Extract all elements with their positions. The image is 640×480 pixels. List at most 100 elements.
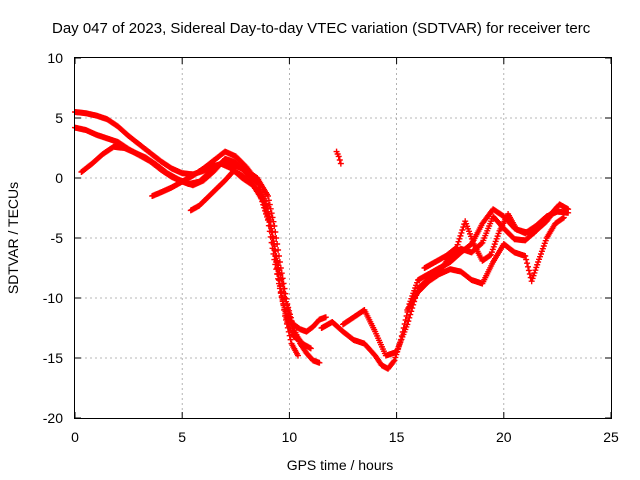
data-point — [457, 232, 464, 239]
data-point — [454, 241, 461, 248]
y-tick-label: -15 — [43, 350, 63, 366]
data-point — [460, 224, 467, 231]
data-point — [255, 188, 262, 195]
data-point — [283, 314, 290, 321]
data-point — [282, 310, 289, 317]
data-point — [405, 318, 412, 325]
data-point — [453, 244, 460, 251]
data-point — [322, 314, 329, 321]
series-track-6 — [333, 148, 344, 167]
data-point — [270, 250, 277, 257]
data-point — [534, 261, 541, 268]
plot-frame — [74, 57, 612, 419]
data-point — [274, 257, 281, 264]
x-tick-label: 10 — [282, 429, 298, 445]
data-point — [275, 275, 282, 282]
data-point — [285, 309, 292, 316]
y-tick-label: -5 — [51, 230, 64, 246]
y-tick-label: 10 — [47, 50, 63, 66]
y-axis-ticks: -20 -15 -10 -5 0 5 10 — [43, 50, 611, 426]
data-point — [254, 178, 261, 185]
data-point — [297, 338, 304, 345]
data-point — [258, 195, 265, 202]
data-point — [459, 227, 466, 233]
data-point — [406, 314, 413, 321]
data-point — [256, 189, 263, 196]
data-point — [265, 222, 272, 229]
x-tick-label: 20 — [496, 429, 512, 445]
data-point — [407, 311, 414, 318]
data-point — [281, 306, 288, 313]
data-point — [273, 253, 280, 259]
data-point — [269, 245, 276, 252]
data-point — [307, 345, 314, 352]
series-track-2 — [72, 124, 329, 335]
data-point — [525, 267, 532, 274]
data-point — [522, 253, 529, 259]
data-point — [531, 269, 538, 276]
y-tick-label: 0 — [55, 170, 63, 186]
data-point — [279, 298, 286, 305]
data-point — [392, 354, 399, 361]
y-tick-label: -10 — [43, 290, 63, 306]
series-track-4 — [149, 148, 314, 352]
data-point — [335, 153, 342, 160]
data-point — [337, 160, 344, 167]
series-track-8 — [340, 203, 561, 359]
data-point — [336, 157, 343, 163]
data-point — [478, 240, 485, 247]
data-point — [259, 198, 266, 205]
data-point — [524, 260, 531, 267]
data-point — [404, 321, 411, 328]
data-point — [257, 192, 264, 199]
data-point — [274, 271, 281, 277]
data-point — [272, 261, 279, 268]
x-axis-ticks: 0 5 10 15 20 25 — [71, 58, 619, 445]
data-point — [267, 233, 274, 240]
y-tick-label: -20 — [43, 410, 63, 426]
data-point — [261, 204, 268, 211]
data-point — [266, 201, 273, 208]
data-point — [458, 229, 465, 236]
data-point — [523, 256, 530, 263]
data-point — [533, 264, 540, 271]
data-point — [273, 266, 280, 273]
x-tick-label: 5 — [178, 429, 186, 445]
data-point — [565, 206, 572, 213]
data-points — [72, 109, 572, 372]
data-point — [275, 262, 282, 269]
y-axis-label: SDTVAR / TECUs — [5, 182, 21, 294]
data-point — [530, 272, 537, 279]
data-point — [255, 181, 262, 188]
data-point — [456, 235, 463, 242]
data-point — [286, 313, 293, 320]
data-point — [277, 290, 284, 297]
data-point — [524, 263, 531, 270]
data-point — [408, 308, 415, 315]
series-track-9 — [404, 214, 567, 313]
data-point — [262, 207, 269, 214]
data-point — [532, 267, 539, 274]
x-tick-label: 15 — [389, 429, 405, 445]
x-tick-label: 25 — [603, 429, 619, 445]
x-axis-label: GPS time / hours — [287, 457, 394, 473]
data-point — [271, 256, 278, 263]
x-tick-label: 0 — [71, 429, 79, 445]
data-point — [275, 280, 282, 287]
y-tick-label: 5 — [55, 110, 63, 126]
data-point — [526, 271, 533, 277]
data-point — [390, 358, 397, 365]
data-point — [452, 245, 459, 252]
data-point — [528, 278, 535, 285]
data-point — [316, 359, 323, 366]
data-point — [276, 285, 283, 292]
data-point — [266, 228, 273, 235]
data-point — [529, 275, 536, 282]
data-point — [560, 214, 567, 221]
data-point — [264, 217, 271, 223]
data-point — [287, 336, 294, 343]
chart-title: Day 047 of 2023, Sidereal Day-to-day VTE… — [52, 20, 591, 37]
data-point — [294, 352, 301, 359]
data-point — [391, 357, 398, 364]
